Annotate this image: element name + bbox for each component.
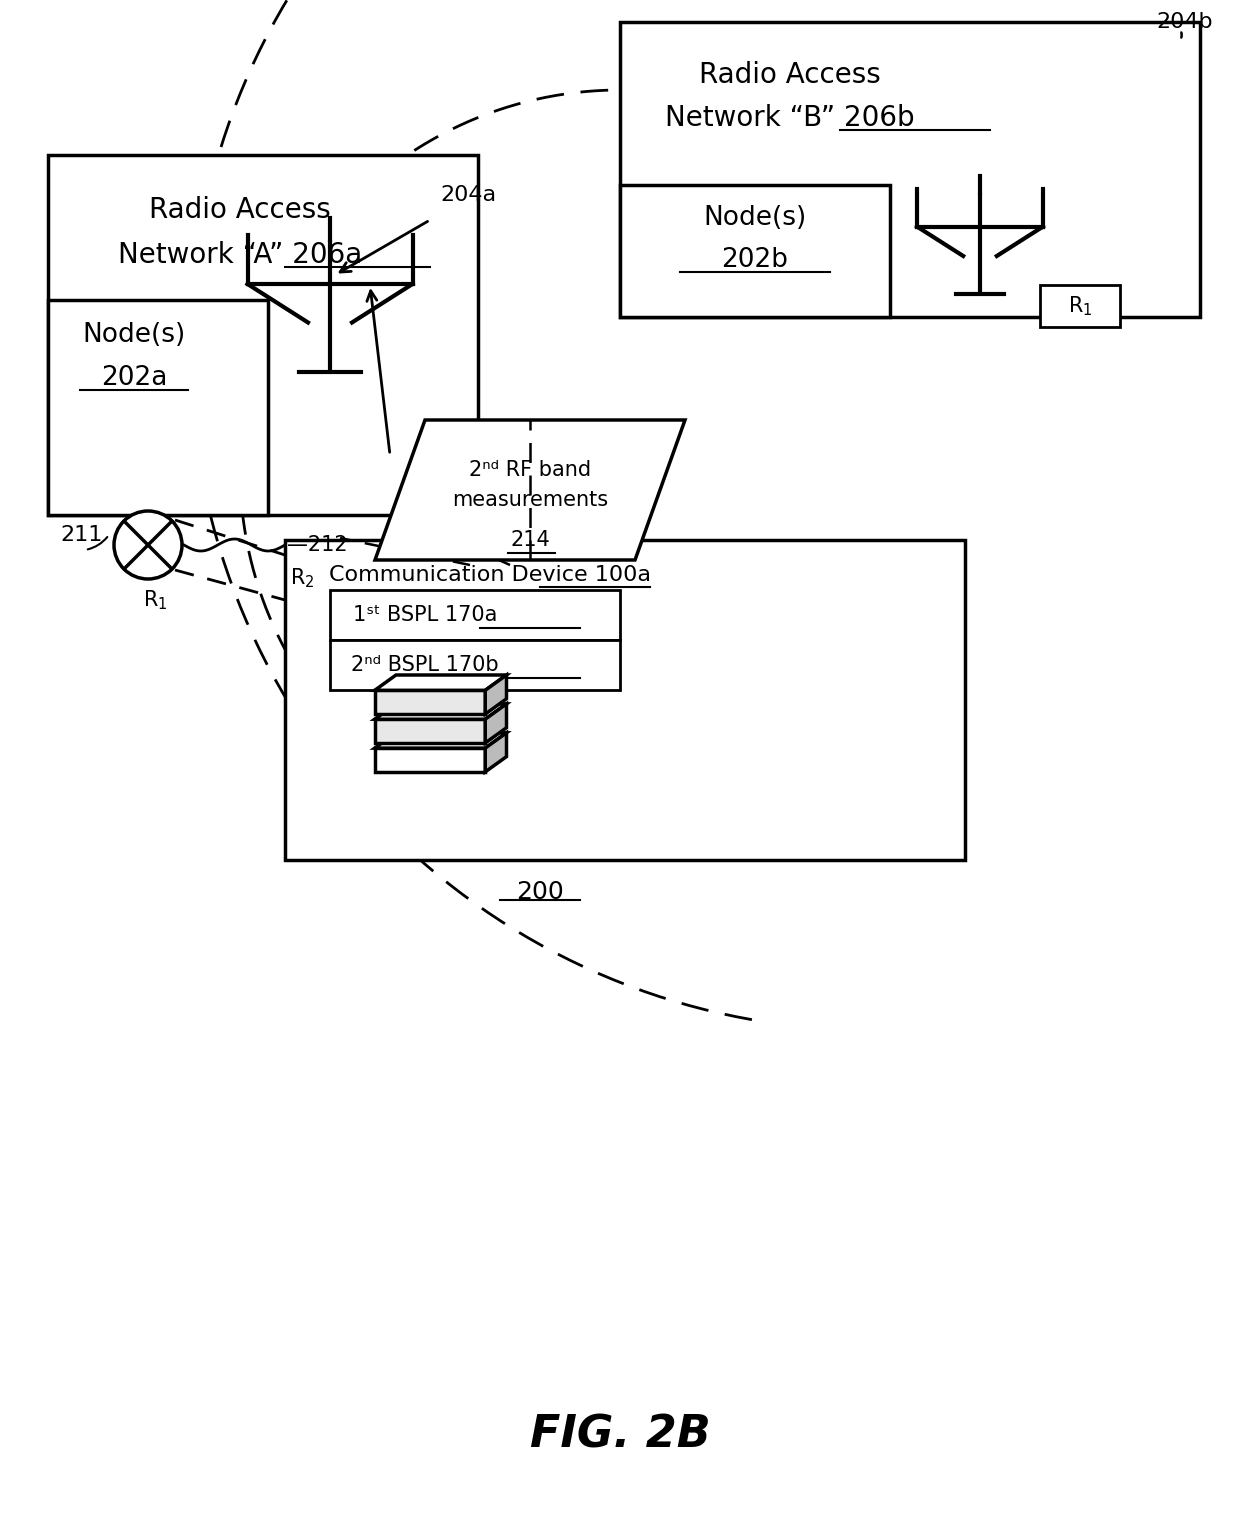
Text: Radio Access: Radio Access (699, 61, 880, 89)
Text: Communication Device 100a: Communication Device 100a (329, 565, 651, 585)
Text: 202b: 202b (722, 247, 789, 273)
Polygon shape (485, 732, 506, 772)
Text: Radio Access: Radio Access (149, 196, 331, 224)
Bar (1040, 286, 1120, 327)
Text: 1ˢᵗ BSPL 170a: 1ˢᵗ BSPL 170a (353, 605, 497, 625)
Text: R$_1$: R$_1$ (1068, 295, 1092, 318)
Text: R$_1$: R$_1$ (143, 588, 167, 612)
Circle shape (114, 511, 182, 579)
Text: —212: —212 (286, 536, 347, 556)
Bar (285, 540, 965, 860)
Polygon shape (374, 421, 684, 560)
Text: 214: 214 (510, 530, 549, 550)
Text: Node(s): Node(s) (82, 322, 186, 348)
Text: 2ⁿᵈ BSPL 170b: 2ⁿᵈ BSPL 170b (351, 655, 498, 675)
Bar (330, 589, 620, 640)
Polygon shape (374, 732, 506, 748)
Text: Network “B” 206b: Network “B” 206b (665, 104, 915, 132)
Text: 200: 200 (516, 880, 564, 904)
Polygon shape (485, 675, 506, 714)
Text: 202a: 202a (100, 365, 167, 391)
Polygon shape (374, 720, 485, 743)
Text: R$_2$: R$_2$ (290, 566, 315, 589)
Polygon shape (374, 705, 506, 720)
Bar (330, 640, 620, 691)
Text: 204b: 204b (1157, 12, 1213, 32)
Bar (620, 21, 1200, 318)
Text: 204a: 204a (440, 186, 496, 206)
Polygon shape (374, 748, 485, 772)
Bar (48, 299, 268, 516)
Polygon shape (374, 675, 506, 691)
Text: measurements: measurements (451, 490, 608, 510)
Text: Network “A” 206a: Network “A” 206a (118, 241, 362, 269)
Text: 2ⁿᵈ RF band: 2ⁿᵈ RF band (469, 460, 591, 480)
Text: FIG. 2B: FIG. 2B (529, 1414, 711, 1457)
Bar (620, 186, 890, 318)
Text: Node(s): Node(s) (703, 206, 807, 230)
Polygon shape (374, 691, 485, 714)
Polygon shape (485, 705, 506, 743)
Bar (48, 155, 477, 516)
Text: 211: 211 (60, 525, 103, 545)
